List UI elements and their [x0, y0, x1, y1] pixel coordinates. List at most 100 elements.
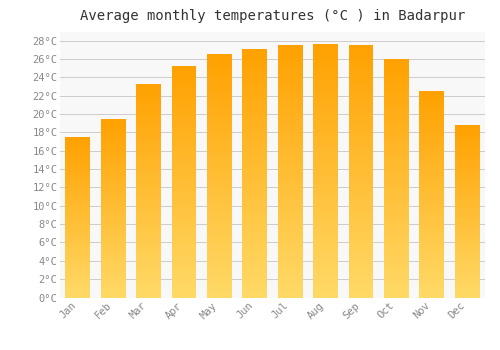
- Bar: [384, 226, 409, 230]
- Bar: [136, 233, 161, 237]
- Bar: [100, 148, 126, 152]
- Bar: [100, 276, 126, 280]
- Bar: [455, 148, 479, 151]
- Bar: [313, 162, 338, 167]
- Bar: [136, 198, 161, 201]
- Bar: [172, 66, 196, 70]
- Bar: [313, 184, 338, 188]
- Bar: [100, 259, 126, 262]
- Bar: [455, 197, 479, 200]
- Bar: [100, 158, 126, 160]
- Bar: [172, 90, 196, 93]
- Bar: [100, 160, 126, 163]
- Bar: [100, 208, 126, 211]
- Bar: [278, 222, 302, 226]
- Bar: [278, 214, 302, 218]
- Bar: [455, 254, 479, 257]
- Bar: [455, 154, 479, 157]
- Bar: [136, 109, 161, 112]
- Bar: [136, 276, 161, 280]
- Bar: [100, 175, 126, 178]
- Bar: [420, 267, 444, 270]
- Bar: [278, 54, 302, 58]
- Bar: [313, 158, 338, 162]
- Bar: [136, 105, 161, 109]
- Bar: [455, 134, 479, 136]
- Bar: [207, 164, 232, 168]
- Bar: [242, 61, 267, 65]
- Bar: [420, 225, 444, 229]
- Bar: [172, 186, 196, 190]
- Bar: [66, 148, 90, 150]
- Bar: [207, 71, 232, 75]
- Bar: [313, 222, 338, 226]
- Bar: [172, 178, 196, 182]
- Bar: [207, 289, 232, 293]
- Bar: [420, 201, 444, 205]
- Bar: [455, 162, 479, 165]
- Bar: [100, 271, 126, 274]
- Bar: [313, 133, 338, 137]
- Bar: [455, 226, 479, 229]
- Bar: [455, 248, 479, 252]
- Bar: [207, 135, 232, 140]
- Bar: [66, 249, 90, 252]
- Bar: [136, 166, 161, 169]
- Bar: [172, 144, 196, 147]
- Bar: [242, 57, 267, 61]
- Bar: [278, 100, 302, 104]
- Bar: [172, 170, 196, 174]
- Bar: [455, 142, 479, 145]
- Bar: [242, 99, 267, 103]
- Bar: [278, 159, 302, 163]
- Bar: [207, 75, 232, 79]
- Bar: [100, 119, 126, 121]
- Bar: [420, 236, 444, 239]
- Bar: [313, 230, 338, 234]
- Bar: [348, 264, 374, 268]
- Bar: [242, 94, 267, 99]
- Bar: [420, 143, 444, 146]
- Bar: [100, 247, 126, 250]
- Bar: [100, 220, 126, 223]
- Bar: [66, 257, 90, 260]
- Bar: [455, 220, 479, 223]
- Bar: [278, 239, 302, 243]
- Bar: [207, 249, 232, 253]
- Bar: [242, 132, 267, 136]
- Bar: [100, 146, 126, 148]
- Bar: [136, 280, 161, 283]
- Bar: [136, 162, 161, 166]
- Bar: [313, 268, 338, 272]
- Bar: [242, 107, 267, 111]
- Bar: [278, 180, 302, 184]
- Bar: [313, 61, 338, 65]
- Bar: [136, 244, 161, 248]
- Bar: [420, 243, 444, 246]
- Bar: [242, 165, 267, 169]
- Bar: [384, 234, 409, 238]
- Bar: [207, 58, 232, 63]
- Bar: [384, 238, 409, 242]
- Bar: [348, 260, 374, 264]
- Bar: [100, 238, 126, 241]
- Bar: [242, 273, 267, 277]
- Bar: [455, 234, 479, 237]
- Bar: [66, 217, 90, 220]
- Bar: [66, 273, 90, 276]
- Bar: [66, 231, 90, 233]
- Bar: [66, 252, 90, 255]
- Bar: [172, 232, 196, 236]
- Bar: [66, 185, 90, 188]
- Bar: [242, 264, 267, 268]
- Bar: [242, 260, 267, 264]
- Bar: [348, 155, 374, 159]
- Bar: [207, 103, 232, 107]
- Bar: [207, 257, 232, 261]
- Bar: [66, 220, 90, 223]
- Bar: [313, 112, 338, 116]
- Bar: [384, 103, 409, 107]
- Bar: [348, 104, 374, 108]
- Bar: [100, 163, 126, 166]
- Bar: [348, 281, 374, 285]
